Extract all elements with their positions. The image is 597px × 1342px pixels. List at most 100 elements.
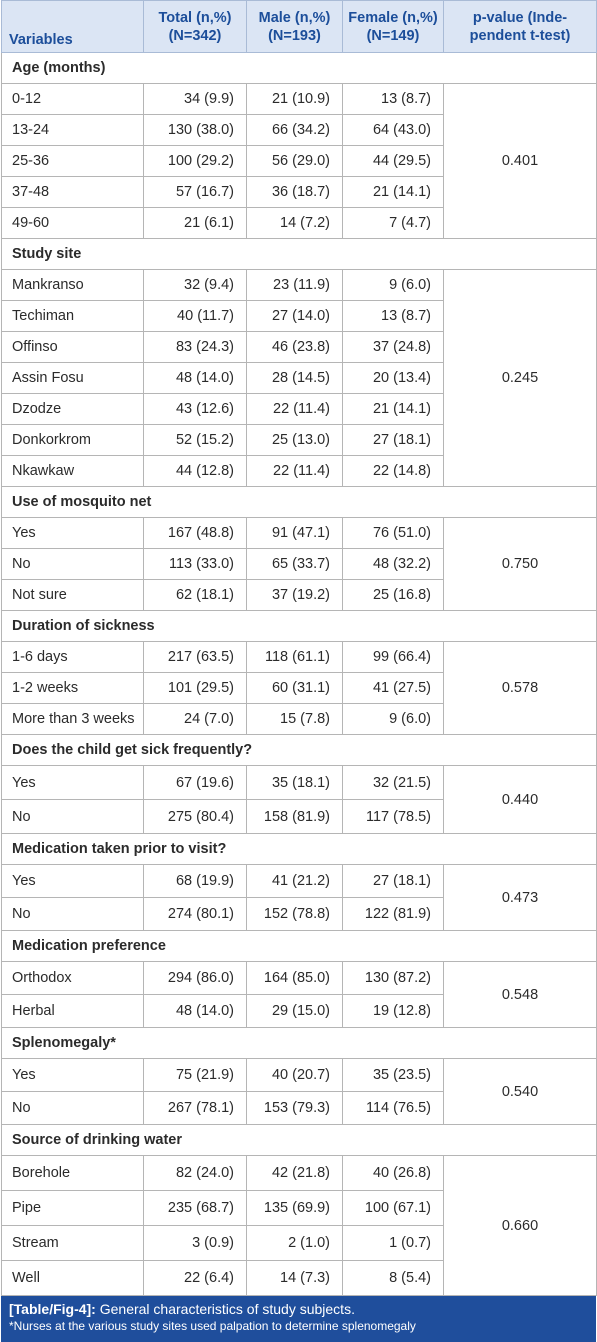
p-value-cell: 0.440	[443, 765, 597, 834]
table-row: Yes 75 (21.9) 40 (20.7) 35 (23.5) 0.540	[1, 1058, 597, 1125]
table-row: 37-48 57 (16.7) 36 (18.7) 21 (14.1)	[1, 176, 597, 208]
female-cell: 22 (14.8)	[342, 455, 444, 487]
total-cell: 235 (68.7)	[143, 1190, 247, 1226]
table-row: 0-12 34 (9.9) 21 (10.9) 13 (8.7) 0.401	[1, 83, 597, 239]
row-label: 13-24	[1, 114, 144, 146]
male-cell: 22 (11.4)	[246, 393, 343, 425]
total-cell: 113 (33.0)	[143, 548, 247, 580]
female-cell: 9 (6.0)	[342, 703, 444, 735]
section-header-row: Duration of sickness	[1, 610, 597, 642]
total-cell: 22 (6.4)	[143, 1260, 247, 1296]
male-cell: 60 (31.1)	[246, 672, 343, 704]
row-label: Mankranso	[1, 269, 144, 301]
row-label: Dzodze	[1, 393, 144, 425]
table-row: Orthodox 294 (86.0) 164 (85.0) 130 (87.2) 0.…	[1, 961, 597, 1028]
female-cell: 35 (23.5)	[342, 1058, 444, 1092]
table-row: Yes 67 (19.6) 35 (18.1) 32 (21.5) 0.440	[1, 765, 597, 834]
male-cell: 135 (69.9)	[246, 1190, 343, 1226]
header-pvalue: p-value (Inde- pendent t-test)	[443, 0, 597, 53]
male-cell: 152 (78.8)	[246, 897, 343, 931]
p-value-cell: 0.473	[443, 864, 597, 931]
section-header-row: Does the child get sick frequently?	[1, 734, 597, 766]
section-title: Source of drinking water	[1, 1124, 597, 1156]
total-cell: 40 (11.7)	[143, 300, 247, 332]
total-cell: 44 (12.8)	[143, 455, 247, 487]
male-cell: 28 (14.5)	[246, 362, 343, 394]
table-row: No 275 (80.4) 158 (81.9) 117 (78.5)	[1, 799, 597, 834]
male-cell: 56 (29.0)	[246, 145, 343, 177]
row-label: No	[1, 1091, 144, 1125]
total-cell: 274 (80.1)	[143, 897, 247, 931]
total-cell: 48 (14.0)	[143, 362, 247, 394]
total-cell: 167 (48.8)	[143, 517, 247, 549]
male-cell: 164 (85.0)	[246, 961, 343, 995]
female-cell: 130 (87.2)	[342, 961, 444, 995]
table-row: 13-24 130 (38.0) 66 (34.2) 64 (43.0)	[1, 114, 597, 146]
male-cell: 46 (23.8)	[246, 331, 343, 363]
row-label: Offinso	[1, 331, 144, 363]
female-cell: 9 (6.0)	[342, 269, 444, 301]
section-title: Study site	[1, 238, 597, 270]
table-row: Yes 167 (48.8) 91 (47.1) 76 (51.0) 0.750	[1, 517, 597, 611]
male-cell: 14 (7.3)	[246, 1260, 343, 1296]
female-cell: 19 (12.8)	[342, 994, 444, 1028]
total-cell: 294 (86.0)	[143, 961, 247, 995]
total-cell: 21 (6.1)	[143, 207, 247, 239]
total-cell: 32 (9.4)	[143, 269, 247, 301]
table-row: Offinso 83 (24.3) 46 (23.8) 37 (24.8)	[1, 331, 597, 363]
section-header-row: Medication preference	[1, 930, 597, 962]
caption-label: [Table/Fig-4]:	[9, 1301, 96, 1317]
section-title: Splenomegaly*	[1, 1027, 597, 1059]
total-cell: 52 (15.2)	[143, 424, 247, 456]
total-cell: 82 (24.0)	[143, 1155, 247, 1191]
caption-footnote: *Nurses at the various study sites used …	[9, 1319, 416, 1333]
female-cell: 37 (24.8)	[342, 331, 444, 363]
row-label: 0-12	[1, 83, 144, 115]
table-row: Techiman 40 (11.7) 27 (14.0) 13 (8.7)	[1, 300, 597, 332]
header-total: Total (n,%) (N=342)	[143, 0, 247, 53]
female-cell: 20 (13.4)	[342, 362, 444, 394]
p-value-cell: 0.660	[443, 1155, 597, 1296]
row-label: Pipe	[1, 1190, 144, 1226]
p-value-cell: 0.578	[443, 641, 597, 735]
table-row: Not sure 62 (18.1) 37 (19.2) 25 (16.8)	[1, 579, 597, 611]
female-cell: 64 (43.0)	[342, 114, 444, 146]
male-cell: 36 (18.7)	[246, 176, 343, 208]
male-cell: 153 (79.3)	[246, 1091, 343, 1125]
male-cell: 42 (21.8)	[246, 1155, 343, 1191]
row-label: 1-6 days	[1, 641, 144, 673]
female-cell: 100 (67.1)	[342, 1190, 444, 1226]
female-cell: 114 (76.5)	[342, 1091, 444, 1125]
male-cell: 66 (34.2)	[246, 114, 343, 146]
row-label: 49-60	[1, 207, 144, 239]
row-label: 37-48	[1, 176, 144, 208]
total-cell: 100 (29.2)	[143, 145, 247, 177]
table-row: No 274 (80.1) 152 (78.8) 122 (81.9)	[1, 897, 597, 931]
table-row: Dzodze 43 (12.6) 22 (11.4) 21 (14.1)	[1, 393, 597, 425]
total-cell: 62 (18.1)	[143, 579, 247, 611]
table-row: 49-60 21 (6.1) 14 (7.2) 7 (4.7)	[1, 207, 597, 239]
female-cell: 27 (18.1)	[342, 424, 444, 456]
male-cell: 118 (61.1)	[246, 641, 343, 673]
table-row: More than 3 weeks 24 (7.0) 15 (7.8) 9 (6.0)	[1, 703, 597, 735]
table-row: Mankranso 32 (9.4) 23 (11.9) 9 (6.0) 0.245	[1, 269, 597, 487]
female-cell: 99 (66.4)	[342, 641, 444, 673]
row-label: Herbal	[1, 994, 144, 1028]
female-cell: 21 (14.1)	[342, 176, 444, 208]
section-header-row: Study site	[1, 238, 597, 270]
female-cell: 25 (16.8)	[342, 579, 444, 611]
row-label: Stream	[1, 1225, 144, 1261]
caption-title: [Table/Fig-4]: General characteristics o…	[9, 1300, 588, 1318]
section-title: Use of mosquito net	[1, 486, 597, 518]
row-label: 25-36	[1, 145, 144, 177]
female-cell: 117 (78.5)	[342, 799, 444, 834]
male-cell: 40 (20.7)	[246, 1058, 343, 1092]
section-title: Medication taken prior to visit?	[1, 833, 597, 865]
header-male: Male (n,%) (N=193)	[246, 0, 343, 53]
total-cell: 3 (0.9)	[143, 1225, 247, 1261]
female-cell: 76 (51.0)	[342, 517, 444, 549]
total-cell: 24 (7.0)	[143, 703, 247, 735]
table-row: Assin Fosu 48 (14.0) 28 (14.5) 20 (13.4)	[1, 362, 597, 394]
row-label: No	[1, 799, 144, 834]
table-caption: [Table/Fig-4]: General characteristics o…	[1, 1296, 596, 1342]
